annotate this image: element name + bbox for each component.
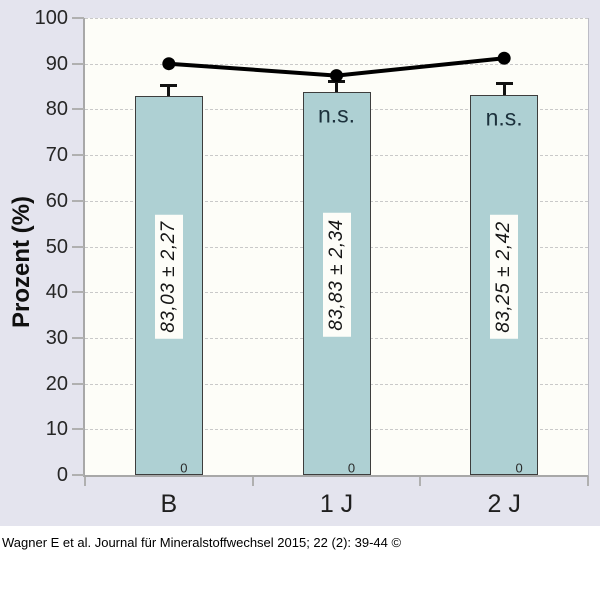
plot-area: 83,03 ± 2,27 0 83,83 ± 2,34 0 83,25 ± 2,42 0 n… — [83, 18, 589, 477]
error-whisker-2 — [502, 83, 506, 95]
bar-value-label-0: 83,03 ± 2,27 — [154, 215, 183, 340]
bar-value-label-1: 83,83 ± 2,34 — [322, 213, 351, 338]
y-axis-title: Prozent (%) — [8, 196, 35, 328]
error-cap-0 — [160, 83, 178, 87]
bar-base-label-1: 0 — [347, 460, 356, 476]
ns-annotation-2: n.s. — [485, 104, 523, 131]
ns-annotation-1: n.s. — [317, 101, 356, 128]
bar-value-label-2: 83,25 ± 2,42 — [490, 215, 519, 339]
gridline-90 — [85, 63, 588, 65]
error-cap-1 — [328, 79, 345, 83]
error-whisker-1 — [335, 81, 338, 92]
error-cap-2 — [495, 81, 513, 85]
bar-base-label-0: 0 — [180, 460, 188, 476]
error-whisker-0 — [167, 85, 171, 96]
gridline-100 — [85, 18, 588, 19]
bar-base-label-2: 0 — [515, 460, 523, 476]
footer: Wagner E et al. Journal für Mineralstoff… — [0, 526, 600, 590]
citation: Wagner E et al. Journal für Mineralstoff… — [2, 535, 402, 550]
